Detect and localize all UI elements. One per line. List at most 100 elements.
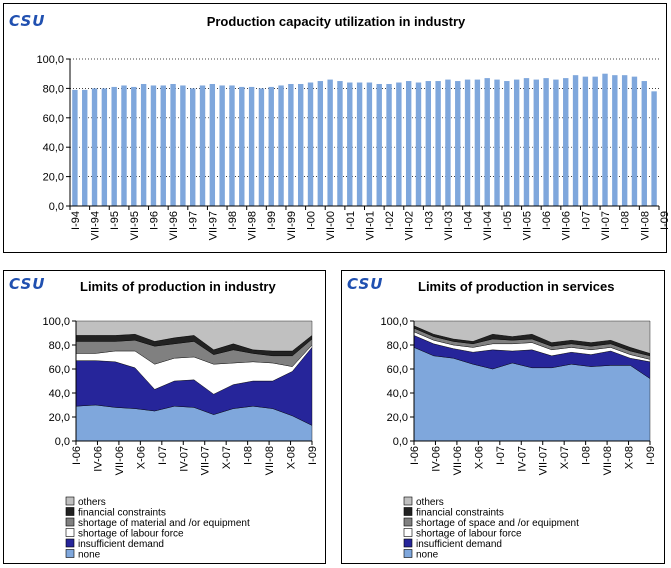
x-tick-label: VII-08 — [264, 446, 276, 475]
x-tick-label: IV-06 — [92, 446, 104, 472]
utilization-bar — [111, 86, 117, 206]
utilization-bar — [209, 83, 216, 206]
legend-label: others — [416, 497, 444, 508]
utilization-bar — [592, 76, 598, 206]
x-tick-label: I-05 — [502, 211, 514, 230]
csu-logo: CSU — [347, 275, 383, 293]
legend-swatch — [403, 538, 413, 548]
x-tick-label: I-09 — [307, 446, 319, 465]
legend-label: shortage of labour force — [416, 529, 522, 540]
y-tick-label: 100,0 — [380, 316, 408, 328]
legend-label: others — [78, 497, 106, 508]
utilization-bar — [563, 78, 569, 206]
y-tick-label: 80,0 — [43, 83, 64, 95]
utilization-bar — [121, 85, 127, 206]
utilization-bar — [268, 86, 274, 206]
utilization-bar — [425, 81, 432, 206]
x-tick-label: X-07 — [221, 446, 233, 469]
industry-limits-chart: CSU Limits of production in industry 0,0 20… — [9, 275, 319, 561]
x-tick-label: I-03 — [423, 211, 435, 230]
x-tick-label: VII-94 — [90, 211, 102, 240]
utilization-bar — [150, 85, 157, 206]
x-tick-label: I-08 — [243, 446, 255, 465]
area-series-none — [75, 404, 313, 442]
legend-swatch — [65, 528, 75, 537]
x-tick-label: I-04 — [463, 211, 475, 230]
area-series-others — [75, 320, 313, 352]
x-tick-label: I-06 — [409, 446, 421, 465]
x-tick-label: VII-06 — [114, 446, 126, 475]
utilization-bar — [523, 78, 530, 206]
x-tick-label: VII-03 — [443, 211, 455, 240]
x-tick-label: I-06 — [541, 211, 553, 230]
utilization-bar — [288, 83, 294, 206]
utilization-bar — [219, 85, 225, 206]
utilization-bar — [101, 88, 108, 206]
utilization-bar — [239, 86, 245, 206]
x-tick-label: X-06 — [135, 446, 147, 469]
x-tick-label: VII-96 — [168, 211, 180, 240]
utilization-bar — [258, 88, 265, 206]
chart-title: Limits of production in services — [418, 279, 614, 294]
x-tick-label: VII-05 — [521, 211, 533, 240]
y-tick-label: 20,0 — [49, 412, 70, 424]
utilization-bar — [278, 85, 284, 206]
utilization-bar — [445, 79, 451, 206]
x-tick-label: I-08 — [581, 446, 593, 465]
legend-swatch — [403, 517, 413, 527]
x-tick-label: VII-99 — [286, 211, 298, 240]
y-tick-label: 40,0 — [43, 142, 64, 154]
y-tick-label: 80,0 — [49, 340, 70, 352]
y-tick-label: 80,0 — [387, 340, 408, 352]
y-tick-label: 20,0 — [43, 172, 64, 184]
utilization-bar — [582, 76, 589, 206]
x-tick-label: I-09 — [659, 211, 671, 230]
utilization-bar — [356, 82, 363, 206]
x-tick-label: I-09 — [645, 446, 657, 465]
utilization-bar — [160, 85, 166, 206]
y-tick-label: 40,0 — [49, 388, 70, 400]
x-tick-label: IV-07 — [516, 446, 528, 472]
x-tick-label: VII-06 — [561, 211, 573, 240]
utilization-bar — [553, 79, 559, 206]
y-tick-label: 60,0 — [387, 364, 408, 376]
legend-label: financial constraints — [78, 508, 166, 519]
legend-label: insufficient demand — [78, 539, 164, 550]
x-tick-label: I-07 — [495, 446, 507, 465]
legend-label: shortage of material and /or equipment — [78, 518, 250, 529]
legend-swatch — [65, 538, 75, 548]
utilization-bar — [602, 73, 608, 206]
x-tick-label: X-08 — [286, 446, 298, 469]
utilization-bar — [504, 81, 510, 206]
utilization-bar — [464, 79, 471, 206]
capacity-utilization-panel: CSU Production capacity utilization in in… — [3, 3, 671, 253]
x-tick-label: VII-01 — [364, 211, 376, 240]
utilization-bar — [484, 78, 490, 206]
y-tick-label: 40,0 — [387, 388, 408, 400]
x-tick-label: VII-02 — [404, 211, 416, 240]
utilization-bar — [405, 81, 412, 206]
legend-label: financial constraints — [416, 508, 504, 519]
utilization-bar — [631, 76, 638, 206]
x-tick-label: VII-04 — [482, 211, 494, 240]
x-tick-label: IV-07 — [178, 446, 190, 472]
utilization-bar — [317, 81, 324, 206]
x-tick-label: VII-08 — [602, 446, 614, 475]
utilization-bar — [396, 82, 402, 206]
legend-label: none — [78, 550, 101, 561]
legend-swatch — [403, 549, 413, 558]
x-tick-label: VII-07 — [600, 211, 612, 240]
utilization-bar — [170, 83, 176, 206]
utilization-bar — [386, 83, 392, 206]
utilization-bar — [82, 89, 88, 206]
y-tick-label: 100,0 — [42, 316, 70, 328]
x-tick-label: I-96 — [148, 211, 160, 230]
capacity-utilization-chart: CSU Production capacity utilization in in… — [9, 12, 671, 240]
legend-swatch — [65, 517, 75, 527]
csu-logo: CSU — [9, 275, 45, 293]
utilization-bar — [297, 83, 304, 206]
legend-label: shortage of labour force — [78, 529, 184, 540]
x-tick-label: I-97 — [188, 211, 200, 230]
x-tick-label: I-94 — [70, 211, 82, 230]
y-tick-label: 60,0 — [43, 113, 64, 125]
